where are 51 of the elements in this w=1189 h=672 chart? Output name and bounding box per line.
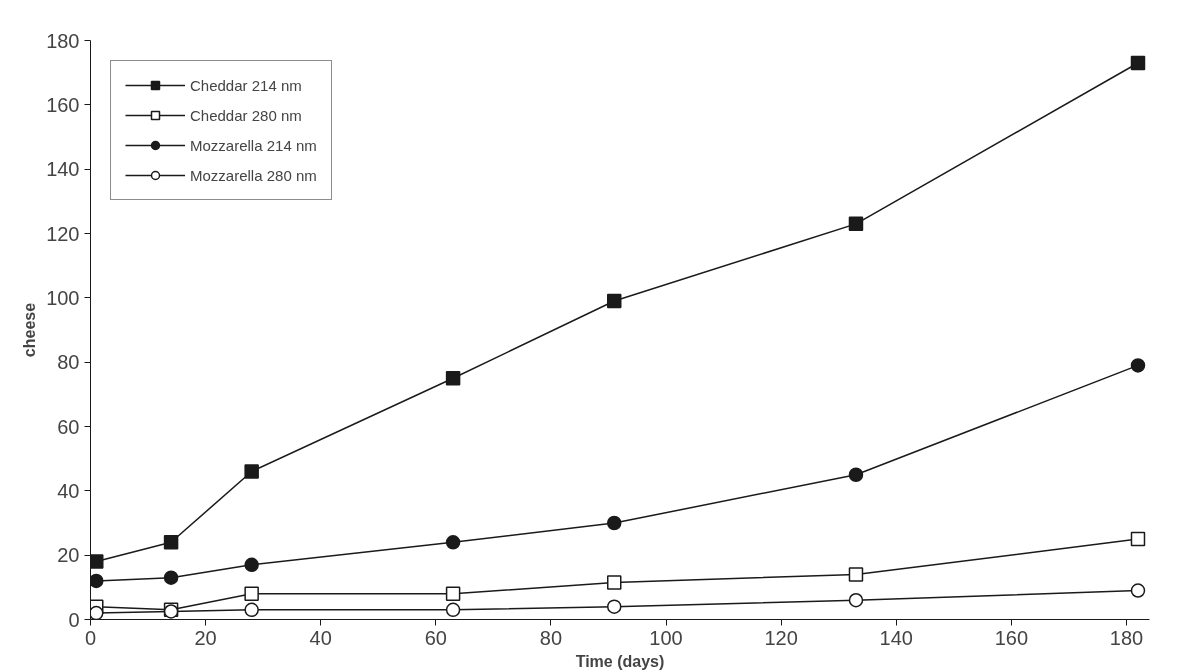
point — [1130, 55, 1146, 71]
x-tick-label: 40 — [309, 626, 332, 649]
x-tick-label: 140 — [879, 626, 913, 649]
y-tick-label: 80 — [57, 351, 80, 374]
x-tick-label: 120 — [764, 626, 798, 649]
point — [1130, 358, 1146, 373]
point — [606, 515, 622, 531]
y-tick-label: 60 — [57, 415, 80, 438]
point — [606, 599, 622, 614]
point — [848, 592, 864, 608]
y-tick-label: 120 — [46, 222, 80, 245]
y-tick-label: 180 — [46, 29, 80, 52]
point — [445, 535, 461, 550]
x-tick-label: 160 — [994, 626, 1029, 649]
y-tick-label: 100 — [46, 286, 80, 309]
point — [90, 605, 104, 620]
legend-label: Cheddar 214 nm — [190, 76, 302, 94]
legend-label: Mozzarella 214 nm — [190, 136, 317, 154]
point — [848, 467, 864, 482]
y-tick-label: 40 — [57, 479, 80, 502]
point — [606, 293, 622, 309]
legend-label: Mozzarella 280 nm — [190, 166, 317, 184]
y-axis-title: cheese — [21, 302, 39, 358]
point — [90, 573, 104, 589]
legend-label: Cheddar 280 nm — [190, 106, 302, 124]
point — [445, 371, 461, 386]
y-tick-label: 20 — [57, 544, 80, 567]
point — [244, 557, 259, 573]
x-tick-label: 100 — [649, 626, 683, 649]
y-tick-label: 140 — [46, 158, 80, 181]
point — [1130, 583, 1146, 598]
point — [163, 535, 179, 550]
point — [244, 602, 259, 618]
point — [445, 602, 461, 618]
x-tick-label: 20 — [194, 626, 217, 649]
point — [445, 586, 461, 602]
point — [163, 570, 179, 585]
y-tick-label: 0 — [68, 608, 80, 631]
point — [1130, 531, 1146, 547]
y-tick-label: 160 — [46, 93, 80, 116]
point — [244, 464, 259, 479]
x-tick-label: 180 — [1109, 626, 1144, 649]
x-axis-title: Time (days) — [575, 652, 665, 670]
x-tick-label: 60 — [424, 626, 447, 649]
x-tick-label: 80 — [539, 626, 563, 649]
point — [848, 216, 864, 232]
point — [606, 575, 622, 590]
point — [90, 554, 104, 569]
x-tick-label: 0 — [84, 626, 97, 649]
point — [244, 586, 259, 602]
point — [848, 567, 864, 582]
